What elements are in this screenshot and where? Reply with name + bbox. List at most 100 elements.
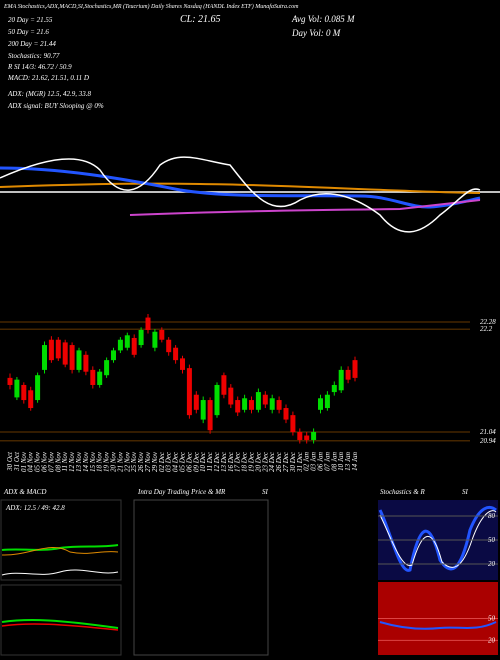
x-tick-label: 20 Nov [110, 451, 118, 472]
x-tick-label: 27 Dec [282, 451, 290, 472]
candle-body [290, 415, 296, 432]
x-tick-label: 25 Nov [130, 451, 138, 472]
x-tick-label: 22 Nov [123, 451, 131, 472]
tick-label: 20 [488, 560, 496, 568]
panel-ticks: 80 50 20 50 20 [378, 512, 498, 644]
x-tick-label: 05 Nov [34, 451, 42, 472]
x-tick-label: 10 Dec [199, 451, 207, 472]
candle-body [200, 400, 206, 420]
panel-title: ADX & MACD [3, 488, 46, 496]
candle-body [166, 339, 172, 353]
candle-body [28, 390, 34, 409]
x-tick-label: 14 Nov [82, 451, 90, 472]
macd-line [1, 569, 119, 576]
candle-body [283, 408, 289, 420]
candle-body [90, 369, 96, 385]
candle-body [214, 384, 220, 416]
tick-label: 50 [488, 615, 496, 623]
macd-signal [1, 619, 119, 629]
adx-panel [0, 499, 122, 581]
x-tick-label: 15 Nov [89, 451, 97, 472]
candle-body [173, 347, 179, 361]
candle-body [345, 369, 351, 380]
y-tick-label: 20.94 [480, 437, 496, 445]
x-tick-label: 31 Oct [13, 451, 21, 472]
x-tick-label: 26 Dec [275, 451, 283, 472]
panel-title: SI [262, 488, 269, 496]
candle-body [117, 339, 123, 351]
candle-body [145, 317, 151, 330]
macd-hist [1, 623, 119, 631]
x-tick-label: 04 Nov [27, 451, 35, 472]
ema-20: 20 Day = 21.55 [8, 16, 53, 24]
candle-body [269, 398, 275, 410]
x-tick-label: 19 Dec [248, 451, 256, 472]
candle-body [55, 339, 61, 359]
x-tick-label: 03 Dec [165, 451, 173, 472]
day-vol: Day Vol: 0 M [291, 28, 341, 38]
candle-body [324, 394, 330, 409]
x-tick-label: 02 Dec [158, 451, 166, 472]
candle-body [48, 339, 54, 361]
panel-title: Intra Day Trading Price & MR [137, 488, 226, 496]
x-tick-label: 30 Dec [289, 451, 297, 473]
avg-vol: Avg Vol: 0.085 M [291, 14, 355, 24]
ema-200: 200 Day = 21.44 [8, 40, 56, 48]
si: R SI 14/3: 46.72 / 50.9 [7, 63, 72, 71]
ema-lines [0, 156, 500, 233]
x-tick-label: 06 Dec [185, 451, 193, 472]
intraday-panel [133, 499, 269, 656]
close-label: CL: 21.65 [180, 14, 221, 25]
x-tick-label: 04 Dec [172, 451, 180, 472]
y-tick-label: 22.28 [480, 318, 496, 326]
x-tick-label: 03 Jan [310, 452, 318, 471]
ema-50: 50 Day = 21.6 [8, 28, 49, 36]
candle-body [318, 398, 323, 410]
di-line [1, 547, 119, 556]
x-tick-label: 17 Dec [234, 451, 242, 472]
x-tick-label: 18 Nov [96, 451, 104, 472]
candle-body [83, 354, 89, 372]
x-tick-label: 21 Nov [116, 451, 124, 472]
adx-value: ADX: 12.5 / 49: 42.8 [5, 504, 65, 512]
x-tick-label: 08 Jan [330, 452, 338, 471]
x-tick-label: 19 Nov [103, 451, 111, 472]
panel-title: SI [462, 488, 469, 496]
x-tick-label: 13 Jan [344, 452, 352, 471]
candle-body [124, 335, 130, 348]
x-tick-label: 16 Dec [227, 451, 235, 472]
x-tick-label: 12 Dec [213, 451, 221, 472]
candle-body [331, 384, 337, 393]
candle-body [138, 329, 144, 346]
si-line [379, 621, 497, 630]
candle-body [180, 358, 185, 370]
candle-body [193, 394, 199, 410]
x-tick-label: 13 Nov [75, 451, 83, 472]
y-tick-label: 22.2 [480, 325, 493, 333]
candle-body [62, 342, 68, 365]
stoch-signal [379, 510, 497, 568]
tick-label: 50 [488, 536, 496, 544]
x-tick-label: 07 Jan [323, 452, 331, 471]
candle-body [14, 379, 20, 398]
x-tick-label: 05 Dec [179, 451, 187, 472]
x-tick-label: 08 Nov [54, 451, 62, 472]
ema-20-line [0, 166, 481, 209]
candle-body [311, 431, 317, 440]
header: EMA Stochastics,ADX,MACD,SI,Stochastics,… [3, 3, 299, 10]
x-tick-label: 27 Nov [144, 451, 152, 472]
x-tick-label: 06 Nov [41, 451, 49, 472]
candle-body [186, 368, 192, 416]
candle-body [42, 345, 47, 370]
x-tick-label: 24 Dec [268, 451, 276, 472]
candle-body [97, 371, 103, 385]
adx: ADX: (MGR) 12.5, 42.9, 33.8 [7, 90, 92, 98]
candle-body [104, 360, 110, 376]
adx-signal: ADX signal: BUY Slooping @ 0% [7, 102, 104, 110]
x-tick-label: 11 Dec [206, 451, 214, 471]
tick-label: 80 [488, 512, 496, 520]
x-tick-label: 01 Nov [20, 451, 28, 472]
ema-50-line [0, 182, 481, 194]
candle-body [338, 369, 344, 391]
